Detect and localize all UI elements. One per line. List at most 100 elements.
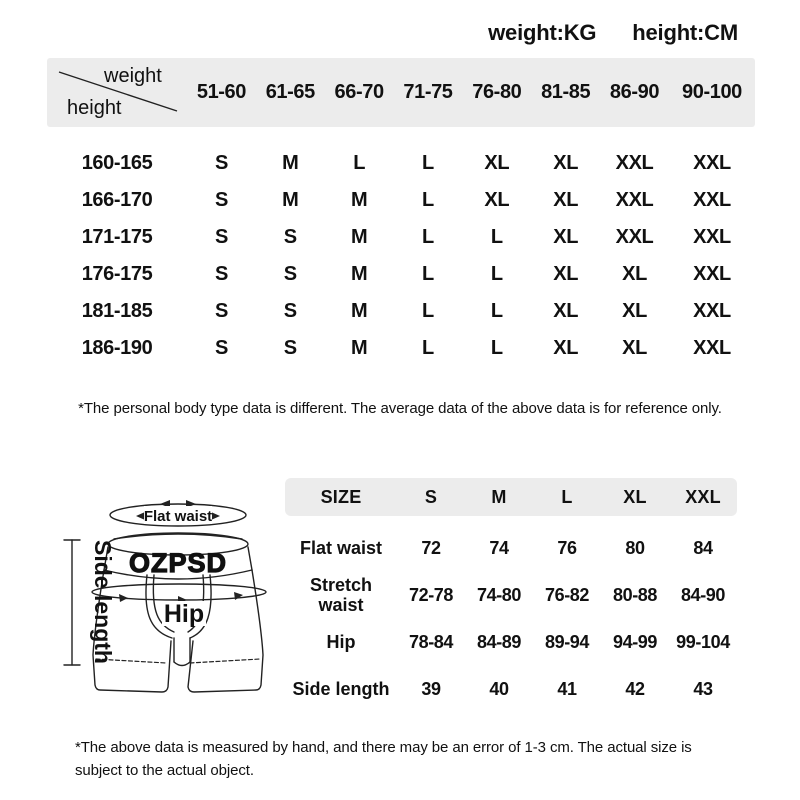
size-value-cell: M — [350, 226, 368, 248]
height-row-label: 186-190 — [81, 337, 153, 359]
size-value-cell: XL — [553, 263, 579, 285]
measurement-value-cell: 84 — [693, 538, 713, 558]
size-value-cell: S — [214, 226, 228, 248]
size-value-cell: XL — [622, 337, 647, 359]
size-value-cell: M — [350, 337, 368, 359]
weight-column-header: 61-65 — [265, 81, 316, 103]
size-value-cell: L — [422, 189, 434, 211]
size-value-cell: L — [422, 337, 434, 359]
size-column-header: S — [424, 486, 438, 507]
size-value-cell: S — [283, 263, 297, 285]
size-column-header: XXL — [685, 486, 721, 507]
table-row: 186-190 S S M L L XL XL XXL — [47, 330, 755, 367]
measurement-value-cell: 78-84 — [408, 632, 454, 652]
table-row: 171-175 S S M L L XL XXL XXL — [47, 219, 755, 256]
side-length-label: Side length — [90, 540, 116, 664]
footnote-bottom: *The above data is measured by hand, and… — [75, 739, 692, 780]
height-row-label: 166-170 — [81, 189, 153, 211]
size-value-cell: L — [490, 337, 503, 359]
height-row-label: 181-185 — [81, 300, 153, 322]
size-lookup-table: weight height 51-60 61-65 66-70 71-75 76… — [47, 58, 755, 367]
measurement-value-cell: 84-90 — [680, 585, 726, 605]
size-value-cell: L — [490, 226, 503, 248]
size-value-cell: S — [214, 337, 228, 359]
boxer-shorts-illustration: Flat waist OZPSD Hip Side length — [63, 500, 267, 693]
size-value-cell: XL — [484, 152, 510, 174]
size-value-cell: L — [353, 152, 366, 174]
size-value-cell: XXL — [693, 263, 731, 285]
size-value-cell: XXL — [615, 152, 654, 174]
weight-column-header: 51-60 — [196, 81, 247, 103]
size-value-cell: XXL — [693, 226, 731, 248]
size-value-cell: XL — [553, 226, 579, 248]
weight-column-header: 76-80 — [472, 81, 522, 103]
size-value-cell: M — [350, 300, 368, 322]
height-row-label: 176-175 — [81, 263, 153, 285]
size-value-cell: XXL — [693, 300, 731, 322]
hip-label: Hip — [164, 600, 204, 628]
table-row: Flat waist 72 74 76 80 84 — [285, 525, 737, 572]
measurement-header-row: SIZE S M L XL XXL — [285, 478, 737, 516]
measurement-row-label: Stretch waist — [309, 574, 372, 615]
table-row: Hip 78-84 84-89 89-94 94-99 99-104 — [285, 619, 737, 666]
weight-column-header: 71-75 — [403, 81, 453, 103]
units-legend: weight:KG height:CM — [488, 20, 738, 46]
measurement-value-cell: 41 — [557, 679, 577, 699]
measurement-value-cell: 99-104 — [676, 632, 730, 652]
size-value-cell: S — [214, 300, 228, 322]
measure-arrow-icons — [119, 500, 243, 604]
measurement-value-cell: 42 — [625, 679, 645, 699]
size-value-cell: M — [350, 263, 368, 285]
measurement-body: Flat waist 72 74 76 80 84 Stretch waist … — [285, 525, 737, 713]
size-value-cell: S — [283, 226, 297, 248]
measurement-value-cell: 74 — [489, 538, 509, 558]
size-value-cell: L — [490, 300, 503, 322]
size-value-cell: L — [490, 263, 503, 285]
size-column-header: SIZE — [320, 486, 362, 507]
table-row: 160-165 S M L L XL XL XXL XXL — [47, 145, 755, 182]
size-value-cell: XXL — [693, 189, 731, 211]
size-value-cell: S — [214, 152, 228, 174]
height-row-label: 171-175 — [81, 226, 153, 248]
measurement-value-cell: 40 — [489, 679, 509, 699]
measurement-row-label: Hip — [326, 631, 356, 652]
weight-column-header: 81-85 — [541, 81, 591, 103]
size-value-cell: L — [422, 152, 434, 174]
size-column-header: XL — [623, 486, 647, 507]
size-value-cell: M — [350, 189, 368, 211]
measurement-row-label: Flat waist — [299, 537, 383, 558]
measurement-table: SIZE S M L XL XXL Flat waist 72 74 76 80… — [285, 478, 737, 713]
size-value-cell: M — [282, 189, 299, 211]
size-value-cell: L — [422, 263, 434, 285]
size-value-cell: L — [422, 300, 434, 322]
measurement-value-cell: 43 — [693, 679, 713, 699]
footnote-top: *The personal body type data is differen… — [78, 400, 722, 417]
measurement-value-cell: 39 — [421, 679, 441, 699]
size-value-cell: S — [283, 337, 297, 359]
measurement-value-cell: 84-89 — [476, 632, 522, 652]
size-value-cell: XL — [622, 263, 647, 285]
measurement-value-cell: 72 — [421, 538, 441, 558]
corner-height-label: height — [67, 97, 122, 119]
size-column-header: M — [491, 486, 507, 507]
size-value-cell: XL — [484, 189, 510, 211]
weight-column-header: 66-70 — [334, 81, 385, 103]
weight-column-header: 90-100 — [682, 81, 742, 103]
product-diagram: Flat waist OZPSD Hip Side length — [50, 475, 285, 710]
size-value-cell: S — [214, 189, 228, 211]
measurement-row-label: Side length — [292, 678, 390, 699]
weight-column-header: 86-90 — [609, 81, 660, 103]
size-value-cell: S — [214, 263, 228, 285]
measurement-value-cell: 94-99 — [612, 632, 658, 652]
weight-unit-label: weight:KG — [488, 20, 597, 45]
size-lookup-body: 160-165 S M L L XL XL XXL XXL 166-170 S … — [47, 145, 755, 367]
flat-waist-label: Flat waist — [144, 508, 212, 525]
measurement-value-cell: 89-94 — [544, 632, 590, 652]
size-column-header: L — [561, 486, 573, 507]
measurement-value-cell: 80-88 — [612, 585, 658, 605]
measurement-value-cell: 74-80 — [476, 585, 522, 605]
size-value-cell: XL — [553, 300, 579, 322]
table-row: 181-185 S S M L L XL XL XXL — [47, 293, 755, 330]
size-value-cell: M — [282, 152, 299, 174]
size-value-cell: XXL — [693, 337, 731, 359]
